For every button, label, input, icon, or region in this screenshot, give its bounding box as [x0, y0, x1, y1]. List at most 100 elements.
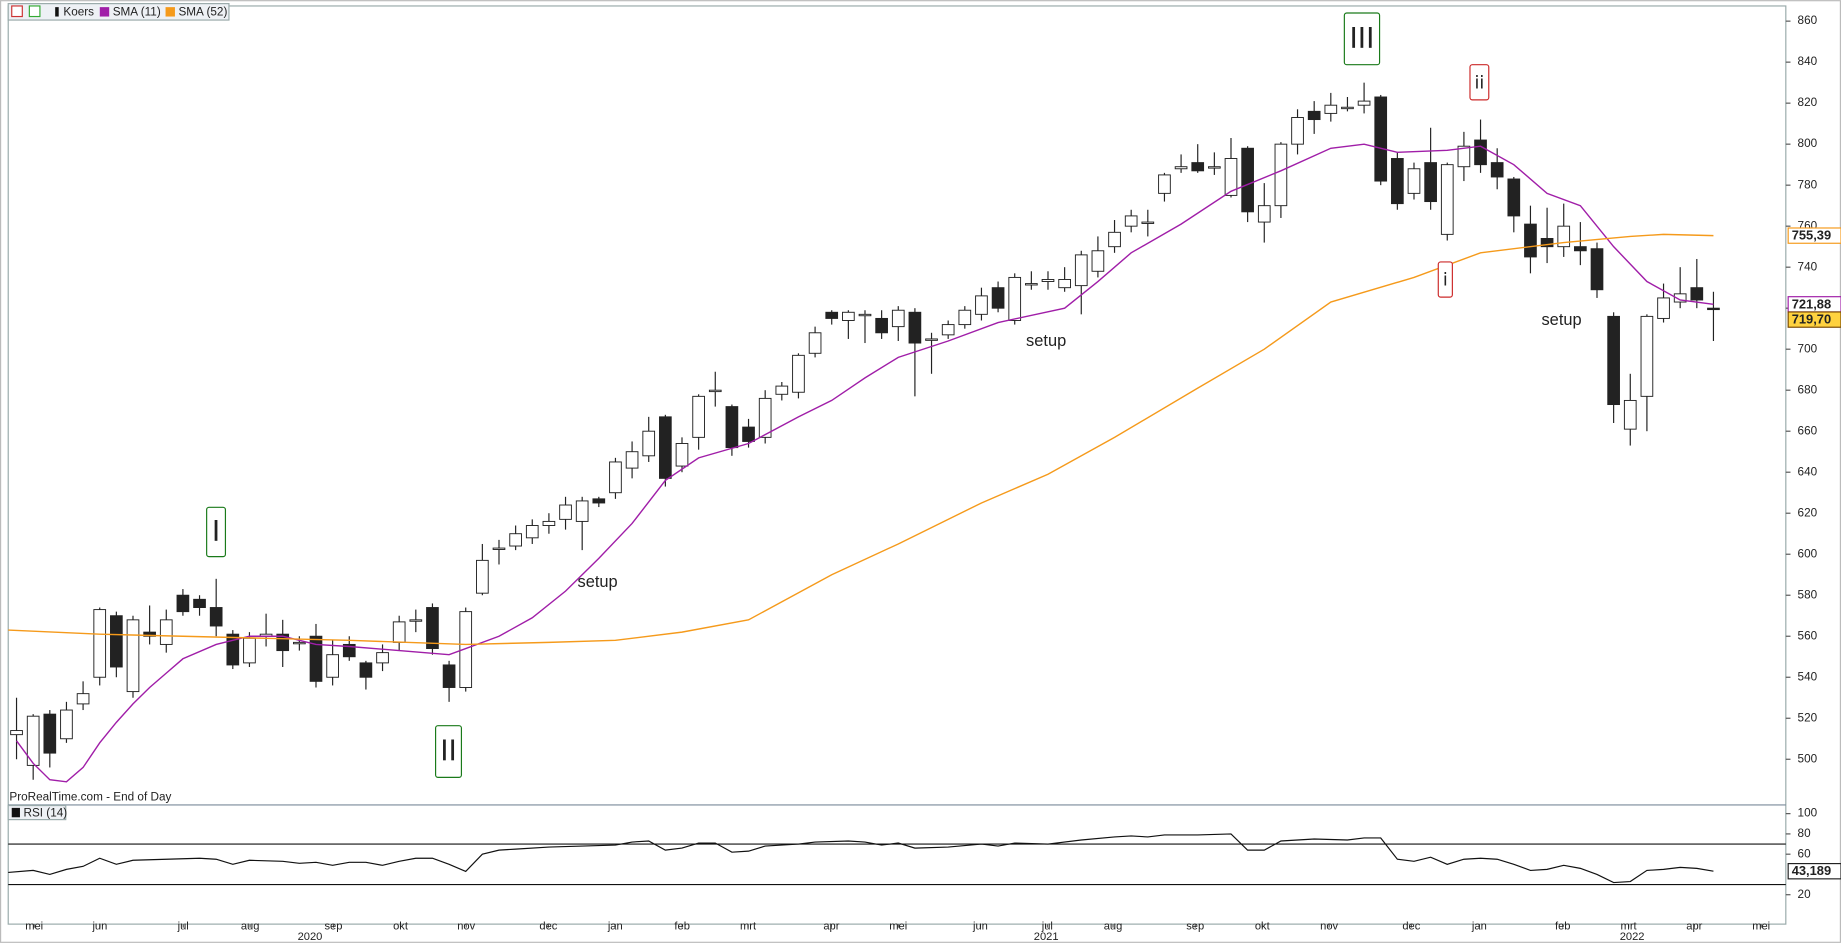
wave-label-box	[1437, 261, 1453, 298]
candle-body	[659, 416, 672, 479]
candle-body	[326, 654, 339, 678]
candle-body	[1058, 279, 1071, 289]
candle-body	[1474, 139, 1487, 166]
candle-body	[1540, 238, 1554, 248]
candle-body	[908, 311, 922, 344]
candle-body	[459, 611, 473, 688]
moving-average-line	[15, 143, 1714, 783]
candle-body	[60, 709, 73, 740]
candle-body	[925, 338, 938, 341]
y-tick-label: 100	[1798, 807, 1818, 820]
x-tick-label: apr	[1686, 920, 1702, 932]
y-tick-label: 580	[1798, 588, 1818, 601]
candle-body	[1640, 315, 1654, 397]
candle-body	[742, 426, 755, 442]
candle-body	[642, 430, 656, 457]
candle-body	[1124, 215, 1138, 227]
candle-body	[1025, 283, 1038, 286]
candle-body	[1274, 143, 1288, 207]
candle-body	[891, 309, 905, 328]
candle-body	[975, 295, 988, 315]
legend-swatch	[55, 7, 59, 17]
footer: ProRealTime.com - End of Day	[9, 790, 171, 803]
legend-swatch	[11, 807, 20, 818]
wave-label: II	[440, 735, 457, 768]
candle-body	[725, 406, 739, 449]
wave-label-box	[435, 725, 463, 778]
wave-label-box	[1343, 12, 1381, 66]
candle-body	[1440, 164, 1454, 235]
y-tick-label: 80	[1798, 827, 1812, 840]
x-tick-label: jul	[1041, 920, 1053, 932]
candle-body	[1407, 168, 1421, 194]
legend-icon[interactable]	[11, 5, 23, 18]
x-tick-label: nov	[457, 920, 475, 932]
x-tick-label: jun	[972, 920, 988, 932]
x-tick-label: dec	[539, 920, 557, 932]
x-tick-label: okt	[393, 920, 409, 932]
candle-body	[309, 635, 323, 682]
x-tick-label: aug	[1104, 920, 1123, 932]
x-tick-label: mrt	[1621, 920, 1638, 932]
candle-body	[1374, 96, 1388, 182]
candle-body	[1174, 166, 1188, 170]
candle-body	[226, 633, 240, 666]
candle-body	[625, 451, 639, 469]
price-tag-label: 721,88	[1792, 296, 1831, 311]
y-tick-label: 860	[1798, 14, 1818, 27]
candle-body	[93, 609, 107, 678]
legend-icon[interactable]	[28, 5, 41, 18]
candle-body	[209, 607, 223, 627]
x-tick-label: jan	[1471, 920, 1487, 932]
x-tick-label: jun	[91, 920, 107, 932]
candle-body	[1524, 223, 1537, 258]
year-label: 2020	[298, 931, 323, 943]
candle-body	[143, 631, 156, 637]
price-tag-label: 43,189	[1792, 863, 1831, 878]
candle-body	[559, 504, 572, 520]
x-tick-label: jul	[177, 920, 189, 932]
candle-body	[193, 598, 206, 608]
y-tick-label: 700	[1798, 342, 1818, 355]
y-tick-label: 500	[1798, 752, 1818, 765]
candle-body	[1574, 246, 1587, 252]
setup-label: setup	[1026, 332, 1066, 350]
plot-frame	[7, 5, 1787, 925]
year-label: 2021	[1034, 931, 1059, 943]
candle-body	[991, 287, 1005, 309]
y-tick-label: 20	[1798, 888, 1812, 901]
candle-body	[575, 500, 589, 522]
candle-body	[1291, 117, 1304, 145]
x-tick-label: mei	[889, 920, 907, 932]
candle-body	[492, 547, 506, 550]
candle-body	[1424, 162, 1437, 203]
candle-body	[775, 385, 789, 395]
year-label: 2022	[1620, 931, 1645, 943]
y-tick-label: 660	[1798, 424, 1818, 437]
candle-body	[825, 311, 839, 319]
x-tick-label: feb	[1555, 920, 1571, 932]
y-tick-label: 540	[1798, 670, 1818, 683]
candle-body	[858, 313, 872, 317]
candle-body	[359, 662, 373, 678]
y-tick-label: 520	[1798, 711, 1818, 724]
candle-body	[958, 309, 972, 326]
candle-body	[1690, 287, 1704, 301]
candle-body	[1041, 279, 1055, 282]
x-tick-label: jan	[607, 920, 623, 932]
setup-label: setup	[578, 573, 618, 591]
candle-body	[1507, 178, 1521, 217]
candle-body	[592, 498, 606, 504]
candle-body	[126, 619, 140, 693]
legend-label: Koers	[63, 6, 94, 19]
candle-body	[1623, 399, 1637, 430]
x-tick-label: sep	[324, 920, 342, 932]
candle-body	[1158, 174, 1171, 194]
candle-body	[1108, 231, 1121, 248]
candle-body	[708, 389, 722, 393]
wave-label: III	[1350, 22, 1375, 55]
candle-body	[293, 641, 306, 645]
candle-body	[875, 317, 888, 334]
x-tick-label: sep	[1186, 920, 1204, 932]
